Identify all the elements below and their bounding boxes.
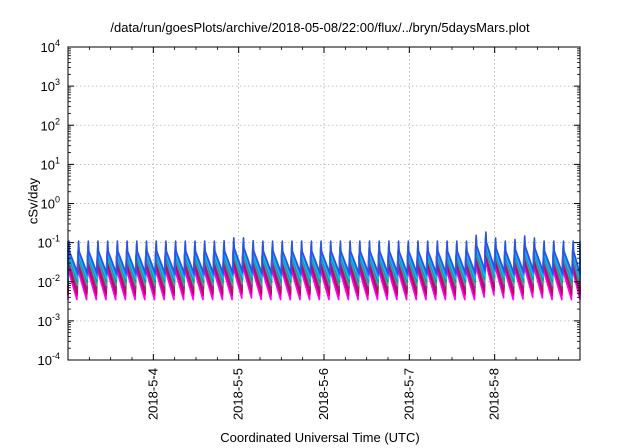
x-tick-label: 2018-5-7: [401, 368, 416, 420]
axis-ticks: 10-4 10-3 10-2 10-1 100 101 102 103 104 2018-5-4 2…: [38, 38, 580, 420]
x-tick-label: 2018-5-6: [316, 368, 331, 420]
grid-lines: [68, 47, 580, 360]
series-line: [67, 231, 581, 275]
y-tick-label: 10-3: [38, 312, 60, 329]
y-tick-label: 100: [41, 195, 60, 212]
series-lines: [67, 231, 581, 301]
y-tick-label: 102: [41, 116, 60, 133]
y-tick-label: 10-2: [38, 273, 60, 290]
x-tick-label: 2018-5-8: [487, 368, 502, 420]
chart-title: /data/run/goesPlots/archive/2018-05-08/2…: [110, 20, 530, 35]
x-axis-label: Coordinated Universal Time (UTC): [220, 430, 420, 445]
y-tick-label: 104: [41, 38, 60, 55]
y-tick-label: 103: [41, 77, 60, 94]
x-tick-label: 2018-5-5: [231, 368, 246, 420]
x-tick-label: 2018-5-4: [145, 368, 160, 420]
y-tick-label: 10-4: [38, 351, 60, 368]
y-tick-label: 10-1: [38, 234, 60, 251]
y-tick-label: 101: [41, 155, 60, 172]
